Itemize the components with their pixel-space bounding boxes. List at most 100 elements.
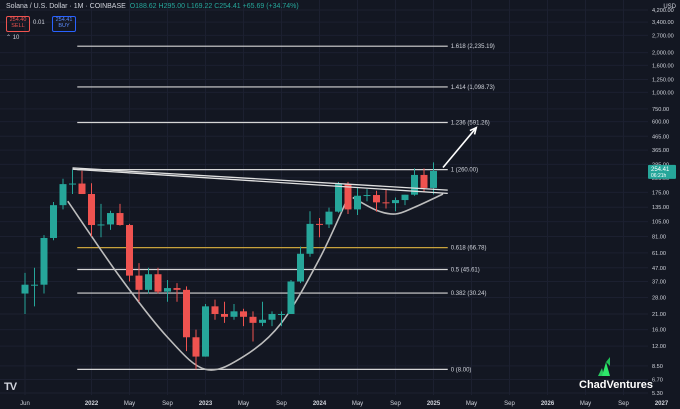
candle-body-35 [354, 195, 361, 210]
y-tick-13: 175.00 [652, 190, 669, 196]
ohlc-high: H295.00 [158, 3, 185, 10]
fib-label-7: 0 (8.00) [451, 367, 472, 373]
chart-header: Solana / U.S. Dollar · 1M · COINBASE O18… [6, 3, 299, 10]
candle-body-10 [116, 213, 124, 226]
candle-body-26 [268, 314, 276, 320]
ohlc-open: O188.62 [129, 3, 157, 10]
price-axis[interactable]: 4,200.00 3,400.00 2,700.00 2,000.00 1,600.00… [648, 0, 680, 409]
candle-body-30 [306, 223, 314, 254]
candle-body-15 [164, 288, 171, 292]
pattern-curves [67, 193, 444, 371]
candle-body-28 [287, 281, 295, 315]
buy-button[interactable]: 254.41 BUY [52, 16, 76, 32]
x-tick-4: 2023 [199, 401, 213, 407]
indicators-toggle[interactable]: ⌃ 10 [6, 35, 20, 41]
y-tick-23: 12.00 [652, 344, 666, 350]
y-tick-8: 600.00 [652, 120, 669, 126]
y-tick-14: 135.00 [652, 205, 669, 211]
x-tick-6: Sep [276, 401, 287, 407]
y-tick-0: 4,200.00 [652, 8, 674, 14]
candle-body-0 [21, 284, 29, 294]
fib-levels: 1.618 (2,235.19) 1.414 (1,098.73) 1.236 (5… [77, 44, 495, 373]
buy-price: 254.41 [55, 17, 73, 23]
last-price-bg [648, 164, 676, 179]
time-axis[interactable]: Jun 2022 May Sep 2023 May Sep 2024 May Sep 2025 May… [20, 401, 669, 407]
grid [0, 0, 662, 395]
y-tick-10: 365.00 [652, 148, 669, 154]
y-tick-17: 61.00 [652, 251, 666, 257]
fib-label-1: 1.414 (1,098.73) [451, 85, 495, 91]
x-tick-10: 2025 [427, 401, 441, 407]
candle-body-31 [316, 223, 323, 225]
last-price-text: 254.41 [651, 167, 670, 173]
x-tick-2: May [124, 401, 135, 407]
trendline-1 [72, 168, 448, 194]
candle-body-42 [420, 174, 428, 188]
y-tick-18: 47.00 [652, 266, 666, 272]
x-tick-12: Sep [504, 401, 515, 407]
trendlines [72, 167, 448, 194]
candle-body-29 [297, 253, 304, 282]
y-tick-24: 8.50 [652, 364, 663, 370]
x-tick-3: Sep [162, 401, 173, 407]
x-tick-5: May [238, 401, 249, 407]
candle-body-19 [202, 306, 209, 357]
candle-body-32 [325, 211, 333, 225]
candle-body-2 [40, 237, 48, 285]
arrow-head [469, 126, 478, 135]
buy-label: BUY [58, 23, 70, 29]
x-tick-0: Jun [20, 401, 30, 407]
indicator-count: 10 [12, 35, 20, 41]
arrow-shaft [442, 127, 477, 168]
candle-body-11 [126, 225, 133, 276]
candle-body-5 [69, 183, 76, 185]
y-tick-26: 5.30 [652, 391, 663, 397]
y-tick-16: 81.00 [652, 235, 666, 241]
last-price-countdown: 06:21h [651, 173, 667, 179]
candle-body-8 [97, 224, 105, 226]
chadventures-logo-icon [598, 357, 610, 376]
candle-body-25 [259, 319, 266, 323]
x-tick-13: 2026 [541, 401, 555, 407]
handle-curve [352, 193, 444, 215]
trendline-0 [72, 167, 448, 191]
sell-price: 254.40 [9, 17, 27, 23]
candle-body-38 [382, 202, 390, 204]
candle-body-6 [78, 183, 86, 195]
candle-body-4 [59, 184, 67, 206]
candle-body-18 [192, 337, 200, 357]
fib-label-5: 0.5 (45.61) [451, 268, 480, 274]
candle-body-1 [31, 284, 38, 286]
y-tick-7: 750.00 [652, 107, 669, 113]
y-tick-21: 21.00 [652, 312, 666, 318]
candle-body-22 [230, 311, 238, 317]
x-tick-1: 2022 [85, 401, 99, 407]
sell-button[interactable]: 254.40 SELL [6, 16, 30, 32]
candle-body-13 [145, 274, 152, 290]
x-tick-9: Sep [390, 401, 401, 407]
y-tick-25: 6.70 [652, 378, 663, 384]
candle-body-24 [249, 316, 257, 323]
candle-body-37 [373, 195, 380, 203]
y-tick-3: 2,000.00 [652, 51, 674, 57]
x-tick-11: May [466, 401, 477, 407]
y-tick-9: 465.00 [652, 134, 669, 140]
y-tick-1: 3,400.00 [652, 20, 674, 26]
candles [21, 162, 437, 370]
candle-body-41 [411, 174, 418, 195]
candle-body-43 [430, 170, 437, 188]
currency-label[interactable]: USD [663, 4, 676, 10]
cup-curve [67, 197, 349, 371]
symbol-title[interactable]: Solana / U.S. Dollar · 1M · COINBASE [6, 3, 126, 10]
candle-body-9 [107, 213, 114, 225]
candle-body-12 [135, 275, 143, 290]
brand-name: ChadVentures [579, 379, 653, 391]
fib-label-4: 0.618 (66.78) [451, 246, 487, 252]
candle-body-3 [50, 205, 57, 238]
price-axis-bg [648, 0, 680, 409]
y-tick-20: 28.00 [652, 295, 666, 301]
ohlc-change: +65.69 (+34.74%) [242, 3, 299, 10]
x-tick-8: May [352, 401, 363, 407]
